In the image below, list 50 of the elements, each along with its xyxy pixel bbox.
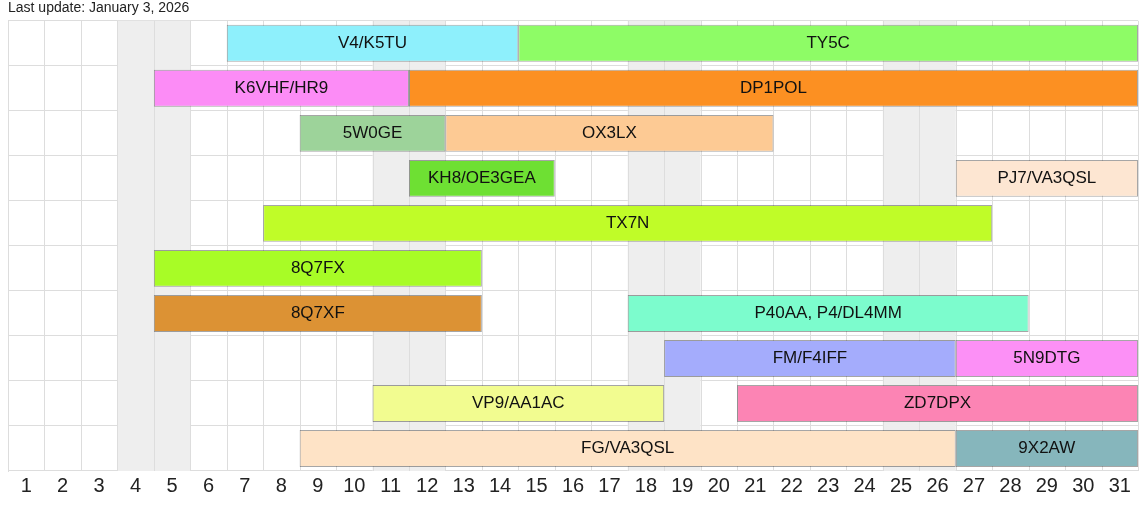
x-tick-label: 19 — [671, 473, 694, 496]
series-label: 9X2AW — [1018, 438, 1076, 458]
x-tick-label: 2 — [57, 473, 69, 496]
series-label: FG/VA3QSL — [581, 438, 675, 458]
x-tick-label: 20 — [707, 473, 730, 496]
series-label: DP1POL — [739, 78, 808, 98]
series-label: 8Q7XF — [290, 303, 345, 323]
x-tick-label: 23 — [817, 473, 840, 496]
series-label: K6VHF/HR9 — [234, 78, 329, 98]
x-tick-label: 18 — [634, 473, 658, 496]
x-tick-label: 16 — [561, 473, 585, 496]
x-tick-label: 7 — [239, 473, 251, 496]
x-tick-label: 12 — [416, 473, 439, 496]
x-tick-label: 5 — [166, 473, 178, 496]
x-tick-label: 14 — [488, 473, 512, 496]
x-tick-label: 17 — [598, 473, 621, 496]
x-tick-label: 8 — [275, 473, 287, 496]
x-tick-label: 21 — [744, 473, 767, 496]
x-tick-label: 6 — [202, 473, 215, 496]
x-tick-label: 11 — [380, 473, 402, 496]
x-tick-label: 28 — [999, 473, 1022, 496]
x-tick-label: 4 — [130, 473, 142, 496]
x-tick-label: 13 — [452, 473, 475, 496]
x-tick-label: 25 — [889, 473, 913, 496]
x-tick-label: 30 — [1072, 473, 1095, 496]
series-label: PJ7/VA3QSL — [997, 168, 1097, 188]
x-tick-label: 27 — [962, 473, 986, 496]
x-tick-label: 3 — [93, 473, 105, 496]
series-label: TY5C — [806, 33, 850, 52]
chart-title: Last update: January 3, 2026 — [8, 0, 190, 16]
series-label: P40AA, P4/DL4MM — [754, 303, 902, 323]
x-tick-label: 1 — [20, 473, 32, 496]
x-tick-label: 15 — [525, 473, 548, 496]
series-label: OX3LX — [582, 123, 637, 143]
x-tick-label: 31 — [1108, 473, 1131, 496]
x-tick-label: 9 — [312, 473, 324, 496]
series-label: FM/F4IFF — [772, 348, 848, 368]
x-tick-label: 24 — [853, 473, 876, 496]
series-label: TX7N — [605, 213, 650, 233]
x-tick-label: 29 — [1035, 473, 1058, 496]
series-label: V4/K5TU — [338, 33, 408, 52]
series-label: 5N9DTG — [1013, 348, 1081, 368]
series-label: 8Q7FX — [290, 258, 345, 278]
x-tick-label: 10 — [343, 473, 366, 496]
x-tick-label: 22 — [780, 473, 803, 496]
series-label: KH8/OE3GEA — [428, 168, 537, 188]
series-label: VP9/AA1AC — [472, 393, 565, 413]
series-label: ZD7DPX — [903, 393, 972, 413]
x-tick-label: 26 — [926, 473, 949, 496]
series-label: 5W0GE — [342, 123, 403, 143]
